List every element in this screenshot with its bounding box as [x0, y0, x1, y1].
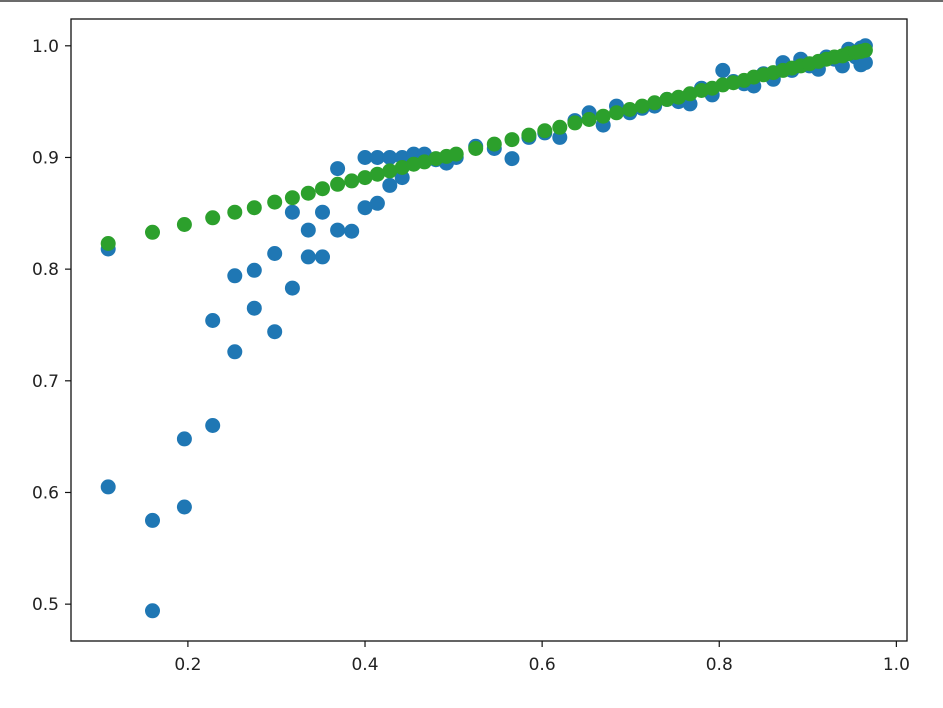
window-top-border [0, 0, 943, 2]
series-0-point-16 [300, 222, 316, 238]
series-1-point-12 [357, 170, 373, 186]
series-0-point-13 [267, 324, 283, 340]
series-1-point-34 [659, 91, 675, 107]
series-0-point-27 [382, 150, 398, 165]
series-0-point-14 [284, 204, 300, 220]
series-0-point-7 [205, 418, 221, 433]
series-0-point-38 [504, 151, 520, 167]
series-1-point-31 [622, 102, 638, 117]
series-1-point-23 [504, 132, 520, 148]
series-1-point-20 [448, 146, 464, 162]
y-tick-label: 0.9 [32, 148, 59, 168]
series-0-point-17 [300, 249, 316, 265]
y-tick-label: 0.5 [32, 595, 59, 615]
series-0-point-21 [330, 222, 346, 238]
series-1-point-6 [267, 194, 283, 210]
series-1-point-15 [394, 160, 410, 175]
series-0-point-6 [205, 313, 221, 328]
x-tick-label: 0.2 [174, 655, 201, 675]
series-1-point-33 [647, 95, 663, 111]
x-tick-label: 1.0 [883, 655, 910, 675]
series-0 [100, 38, 873, 619]
series-0-point-5 [176, 499, 192, 515]
x-tick-label: 0.4 [351, 655, 378, 675]
series-1-point-11 [344, 173, 360, 189]
y-tick-label: 0.8 [32, 260, 59, 280]
series-0-point-20 [330, 161, 346, 177]
series-1-point-17 [416, 154, 432, 170]
series-0-point-1 [100, 479, 116, 495]
series-1-point-28 [581, 112, 597, 127]
series-1-point-3 [205, 210, 221, 226]
plot-frame [70, 18, 908, 642]
series-0-point-28 [382, 177, 398, 193]
series-0-point-18 [315, 204, 330, 220]
series-0-point-9 [227, 344, 243, 360]
series-1-point-5 [246, 200, 262, 216]
series-1-point-7 [284, 190, 300, 206]
series-1-point-9 [315, 181, 330, 197]
series-1-point-1 [145, 224, 160, 240]
series-1-point-25 [537, 123, 553, 139]
series-1 [100, 42, 873, 251]
y-tick-label: 0.6 [32, 483, 59, 503]
series-1-point-21 [468, 141, 484, 156]
series-1-point-22 [486, 136, 502, 152]
series-0-point-24 [357, 200, 373, 216]
y-tick-label: 1.0 [32, 37, 59, 57]
series-0-point-10 [246, 262, 262, 278]
series-0-point-11 [246, 300, 262, 316]
series-1-point-13 [369, 166, 385, 182]
series-0-point-26 [369, 195, 385, 211]
series-1-point-29 [595, 108, 611, 124]
series-0-point-12 [267, 246, 283, 261]
series-0-point-4 [176, 431, 192, 447]
series-0-point-8 [227, 268, 243, 284]
series-1-point-2 [176, 217, 192, 232]
series-1-point-26 [552, 119, 568, 135]
series-1-point-10 [330, 176, 346, 192]
y-axis: 0.5 0.6 0.7 0.8 0.9 1.0 [32, 37, 71, 615]
series-1-point-0 [100, 236, 116, 251]
series-1-point-4 [227, 204, 243, 220]
series-0-point-2 [145, 512, 160, 528]
series-1-point-36 [682, 86, 698, 102]
x-tick-label: 0.6 [529, 655, 556, 675]
series-1-point-32 [634, 98, 650, 114]
series-0-point-3 [145, 603, 160, 619]
series-1-point-35 [671, 89, 686, 105]
x-tick-label: 0.8 [706, 655, 733, 675]
series-1-point-24 [521, 127, 537, 143]
series-0-point-25 [369, 150, 385, 165]
series-0-point-15 [284, 280, 300, 296]
series-1-point-56 [857, 42, 873, 58]
series-0-point-54 [715, 62, 731, 78]
plot-marks [100, 38, 873, 619]
series-1-point-14 [382, 163, 398, 179]
series-0-point-22 [344, 223, 360, 239]
series-0-point-19 [315, 249, 330, 265]
series-1-point-27 [567, 115, 583, 131]
y-tick-label: 0.7 [32, 372, 59, 392]
series-0-point-23 [357, 150, 373, 165]
series-1-point-8 [300, 185, 316, 201]
x-axis: 0.2 0.4 0.6 0.8 1.0 [174, 641, 910, 675]
series-1-point-30 [609, 105, 624, 121]
